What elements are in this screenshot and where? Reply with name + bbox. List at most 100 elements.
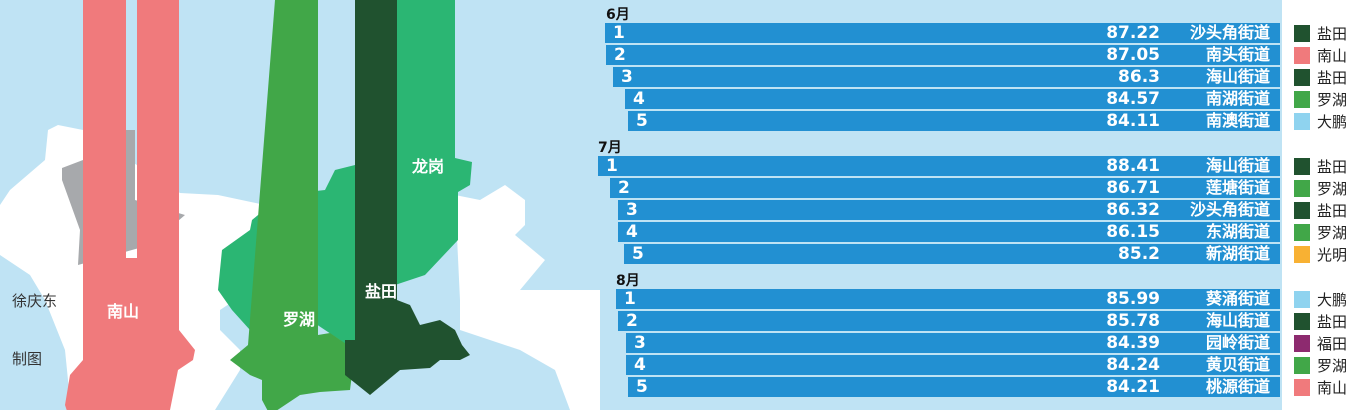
street-name: 海山街道 <box>1205 156 1270 175</box>
score: 85.99 <box>1106 289 1160 309</box>
district-map <box>0 0 600 410</box>
district-luohu <box>230 0 355 410</box>
district-legend: 盐田 <box>1288 22 1356 44</box>
district-swatch <box>1294 246 1310 263</box>
street-name: 沙头角街道 <box>1189 200 1270 219</box>
ranking-bar: 2 86.71 莲塘街道 <box>610 178 1280 198</box>
street-name: 南澳街道 <box>1205 111 1270 130</box>
score: 88.41 <box>1106 156 1160 176</box>
district-swatch <box>1294 224 1310 241</box>
ranking-bar: 1 85.99 葵涌街道 <box>616 289 1280 309</box>
land-east <box>455 185 600 410</box>
district-legend: 盐田 <box>1288 155 1356 177</box>
score: 85.78 <box>1106 311 1160 331</box>
district-swatch <box>1294 379 1310 396</box>
score: 87.05 <box>1106 45 1160 65</box>
ranking-bar: 4 84.57 南湖街道 <box>625 89 1280 109</box>
district-swatch <box>1294 25 1310 42</box>
district-swatch <box>1294 313 1310 330</box>
rank: 3 <box>626 200 638 220</box>
ranking-bar: 4 86.15 东湖街道 <box>618 222 1280 242</box>
district-swatch <box>1294 180 1310 197</box>
rank: 3 <box>621 67 633 87</box>
district-legend: 大鹏 <box>1288 288 1356 310</box>
rank: 5 <box>632 244 644 264</box>
street-name: 海山街道 <box>1205 67 1270 86</box>
score: 84.24 <box>1106 355 1160 375</box>
district-name: 大鹏 <box>1317 291 1348 309</box>
rank: 2 <box>626 311 638 331</box>
label-luohu: 罗湖 <box>283 310 316 329</box>
district-name: 罗湖 <box>1317 224 1348 242</box>
street-name: 黄贝街道 <box>1205 355 1270 374</box>
district-legend: 罗湖 <box>1288 221 1356 243</box>
rank: 1 <box>606 156 618 176</box>
rank: 1 <box>613 23 625 43</box>
score: 84.57 <box>1106 89 1160 109</box>
district-legend: 南山 <box>1288 44 1356 66</box>
score: 84.11 <box>1106 111 1160 131</box>
ranking-bar: 1 87.22 沙头角街道 <box>605 23 1280 43</box>
rank: 4 <box>634 355 646 375</box>
score: 84.39 <box>1106 333 1160 353</box>
district-swatch <box>1294 47 1310 64</box>
district-name: 盐田 <box>1317 158 1348 176</box>
score: 86.71 <box>1106 178 1160 198</box>
score: 86.32 <box>1106 200 1160 220</box>
district-name: 罗湖 <box>1317 180 1348 198</box>
rank: 4 <box>633 89 645 109</box>
rank: 5 <box>636 377 648 397</box>
score: 86.15 <box>1106 222 1160 242</box>
district-legend: 盐田 <box>1288 199 1356 221</box>
street-name: 南头街道 <box>1205 45 1270 64</box>
street-name: 新湖街道 <box>1205 244 1270 263</box>
ranking-bar: 5 84.11 南澳街道 <box>628 111 1280 131</box>
rank: 4 <box>626 222 638 242</box>
ranking-bar: 3 84.39 园岭街道 <box>626 333 1280 353</box>
district-name: 盐田 <box>1317 313 1348 331</box>
rank: 2 <box>614 45 626 65</box>
district-legend: 盐田 <box>1288 310 1356 332</box>
street-name: 莲塘街道 <box>1205 178 1270 197</box>
ranking-bar: 1 88.41 海山街道 <box>598 156 1280 176</box>
street-name: 沙头角街道 <box>1189 23 1270 42</box>
label-yantian: 盐田 <box>365 282 398 301</box>
credit-author: 徐庆东 <box>12 292 58 310</box>
district-name: 盐田 <box>1317 69 1348 87</box>
district-name: 罗湖 <box>1317 91 1348 109</box>
month-label: 6月 <box>606 7 630 23</box>
ranking-bar: 5 85.2 新湖街道 <box>624 244 1280 264</box>
rank: 1 <box>624 289 636 309</box>
rank: 3 <box>634 333 646 353</box>
district-swatch <box>1294 335 1310 352</box>
district-legend: 大鹏 <box>1288 110 1356 132</box>
ranking-bar: 4 84.24 黄贝街道 <box>626 355 1280 375</box>
street-name: 桃源街道 <box>1205 377 1270 396</box>
district-swatch <box>1294 158 1310 175</box>
ranking-bar: 5 84.21 桃源街道 <box>628 377 1280 397</box>
district-name: 盐田 <box>1317 25 1348 43</box>
district-yantian <box>345 0 470 395</box>
score: 87.22 <box>1106 23 1160 43</box>
district-name: 大鹏 <box>1317 113 1348 131</box>
ranking-bar: 2 85.78 海山街道 <box>618 311 1280 331</box>
street-name: 葵涌街道 <box>1205 289 1270 308</box>
district-name: 光明 <box>1317 246 1348 264</box>
credit-role: 制图 <box>12 350 43 368</box>
district-swatch <box>1294 357 1310 374</box>
rank: 2 <box>618 178 630 198</box>
ranking-bar: 3 86.32 沙头角街道 <box>618 200 1280 220</box>
street-name: 南湖街道 <box>1205 89 1270 108</box>
street-name: 园岭街道 <box>1205 333 1270 352</box>
score: 85.2 <box>1118 244 1160 264</box>
district-legend: 南山 <box>1288 376 1356 398</box>
district-swatch <box>1294 69 1310 86</box>
street-name: 海山街道 <box>1205 311 1270 330</box>
street-name: 东湖街道 <box>1205 222 1270 241</box>
district-swatch <box>1294 291 1310 308</box>
rank: 5 <box>636 111 648 131</box>
district-name: 南山 <box>1317 379 1348 397</box>
district-legend: 光明 <box>1288 243 1356 265</box>
district-swatch <box>1294 91 1310 108</box>
ranking-bar: 3 86.3 海山街道 <box>613 67 1280 87</box>
